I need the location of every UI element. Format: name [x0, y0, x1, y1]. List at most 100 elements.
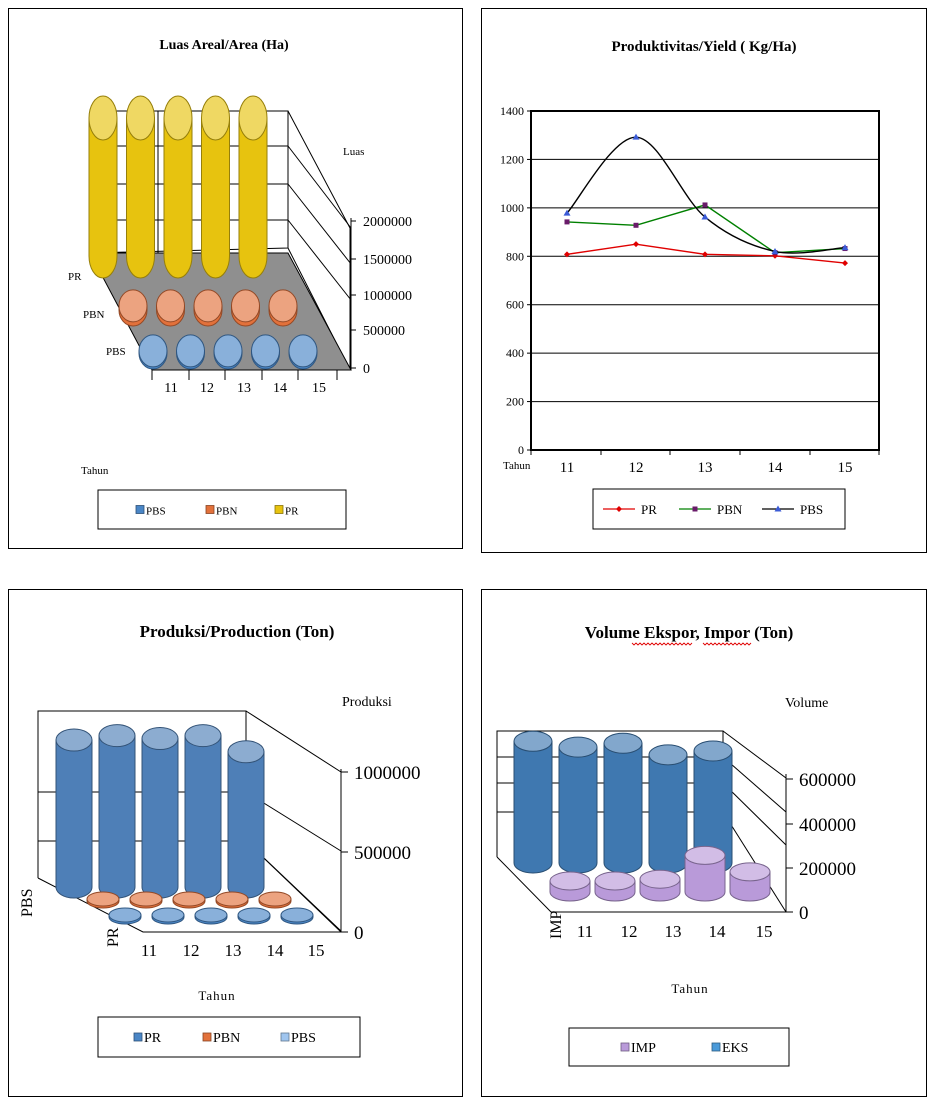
- cylinder-pr: [194, 907, 228, 925]
- cylinder-eks: [558, 736, 598, 874]
- data-point-pr: [564, 251, 570, 258]
- cylinder-pbs-top: [138, 334, 168, 368]
- legend-swatch-pr: [133, 1032, 143, 1042]
- x-tick-label: 12: [621, 922, 638, 941]
- cylinder-pr-body: [201, 117, 230, 279]
- y-tick-label: 1200: [500, 152, 524, 166]
- chart-title: Produksi/Production (Ton): [140, 622, 335, 641]
- cylinder-pbs: [227, 740, 265, 899]
- cylinder-pbn-top: [193, 289, 223, 323]
- cylinder-pr-body: [163, 117, 193, 279]
- legend-swatch-pr: [274, 505, 284, 514]
- cylinder-pbn: [268, 289, 298, 327]
- luas-areal-chart-svg: Luas Areal/Area (Ha) 2000000 1500000 100000…: [8, 8, 463, 549]
- data-point-pbs: [841, 244, 849, 251]
- cylinder-pbs-body: [55, 739, 93, 899]
- cylinder-pr: [88, 95, 118, 279]
- x-tick-label: 14: [273, 381, 287, 396]
- legend-label-imp: IMP: [631, 1041, 656, 1056]
- cylinder-pr: [237, 907, 271, 925]
- cylinder-imp-top: [549, 871, 591, 891]
- cylinder-eks: [513, 730, 553, 874]
- x-tick-label: 11: [577, 922, 593, 941]
- data-point-pbn: [564, 219, 570, 225]
- x-axis-label: Tahun: [81, 465, 109, 477]
- y-tick-label: 200000: [799, 859, 856, 880]
- cylinder-imp-top: [639, 869, 681, 889]
- cylinder-pr-top: [108, 907, 142, 923]
- chart-produksi: Produksi/Production (Ton) 1000000 500000 0 P…: [8, 589, 463, 1097]
- cylinder-pbs: [55, 728, 93, 899]
- cylinder-imp-top: [684, 845, 726, 865]
- legend-swatch-imp: [620, 1042, 630, 1052]
- cylinder-pbn-top: [86, 891, 120, 907]
- legend-swatch-pbn: [202, 1032, 212, 1042]
- cylinder-pbs: [176, 334, 205, 370]
- y-tick-label: 500000: [354, 843, 411, 864]
- depth-label: PBS: [106, 346, 126, 358]
- cylinder-eks-top: [693, 740, 733, 762]
- chart-produktivitas: Produktivitas/Yield ( Kg/Ha) 0 200 400 600 80…: [481, 8, 927, 553]
- cylinder-pbs-top: [227, 740, 265, 764]
- x-axis-label: Tahun: [198, 988, 235, 1003]
- y-tick-label: 0: [354, 923, 364, 944]
- x-tick-label: 15: [756, 922, 773, 941]
- cylinder-pbs-top: [98, 724, 136, 748]
- cylinder-pbn: [258, 891, 292, 909]
- cylinder-pbn: [172, 891, 206, 909]
- chart-title: Luas Areal/Area (Ha): [159, 38, 289, 53]
- cylinder-pr-body: [88, 117, 118, 279]
- legend-label-pbn: PBN: [213, 1031, 240, 1046]
- cylinder-pr: [126, 95, 155, 279]
- x-tick-label: 13: [698, 460, 713, 476]
- chart-title: Volume Ekspor, Impor (Ton): [585, 623, 793, 642]
- cylinder-eks-body: [558, 746, 598, 874]
- produktivitas-chart-svg: Produktivitas/Yield ( Kg/Ha) 0 200 400 600 80…: [481, 8, 927, 553]
- cylinder-pbs-top: [176, 334, 205, 368]
- cylinder-pbn-top: [215, 891, 249, 907]
- volume-chart-svg: Volume Ekspor, Impor (Ton) 600000 400000 20…: [481, 589, 927, 1097]
- legend-label-pbs: PBS: [146, 506, 166, 518]
- cylinder-pbn-top: [258, 891, 292, 907]
- cylinder-imp: [639, 869, 681, 902]
- cylinder-pbn-top: [129, 891, 163, 907]
- cylinder-pbn-top: [156, 289, 185, 323]
- cylinder-pbn-top: [118, 289, 148, 323]
- x-axis-label: Tahun: [503, 460, 531, 472]
- depth-label: PBS: [19, 889, 36, 917]
- data-point-pbn: [702, 202, 708, 208]
- cylinder-imp: [549, 871, 591, 902]
- cylinder-eks-body: [648, 754, 688, 874]
- gridline-side: [287, 183, 352, 265]
- x-tick-label: 11: [141, 941, 157, 960]
- z-axis-label: Volume: [785, 696, 828, 711]
- cylinder-pbs: [251, 334, 280, 370]
- legend-marker-pbn: [692, 506, 698, 512]
- cylinder-pr-top: [194, 907, 228, 923]
- cylinder-pbs: [138, 334, 168, 370]
- cylinder-eks-top: [648, 744, 688, 766]
- y-tick-label: 400: [506, 346, 524, 360]
- cylinder-pr-top: [238, 95, 268, 141]
- data-point-pr: [633, 241, 639, 248]
- cylinder-eks: [648, 744, 688, 874]
- cylinder-imp: [729, 862, 771, 902]
- z-axis-label: Produksi: [342, 695, 392, 710]
- chart-volume-ekspor-impor: Volume Ekspor, Impor (Ton) 600000 400000 20…: [481, 589, 927, 1097]
- cylinder-pbn: [215, 891, 249, 909]
- cylinder-pr-body: [126, 117, 155, 279]
- x-tick-label: 14: [768, 460, 784, 476]
- y-tick-label: 800: [506, 249, 524, 263]
- cylinder-eks-body: [603, 742, 643, 874]
- cylinder-pbs-body: [141, 738, 179, 899]
- cylinder-pr-top: [201, 95, 230, 141]
- cylinder-pbn: [193, 289, 223, 327]
- gridline-side: [287, 219, 352, 301]
- cylinder-pbs-body: [98, 735, 136, 899]
- y-tick-label: 1000000: [363, 289, 412, 304]
- cylinder-pbs-top: [251, 334, 280, 368]
- gridline-side: [722, 782, 787, 846]
- y-tick-label: 0: [363, 362, 370, 377]
- data-point-pbs: [701, 213, 709, 220]
- x-tick-label: 14: [709, 922, 727, 941]
